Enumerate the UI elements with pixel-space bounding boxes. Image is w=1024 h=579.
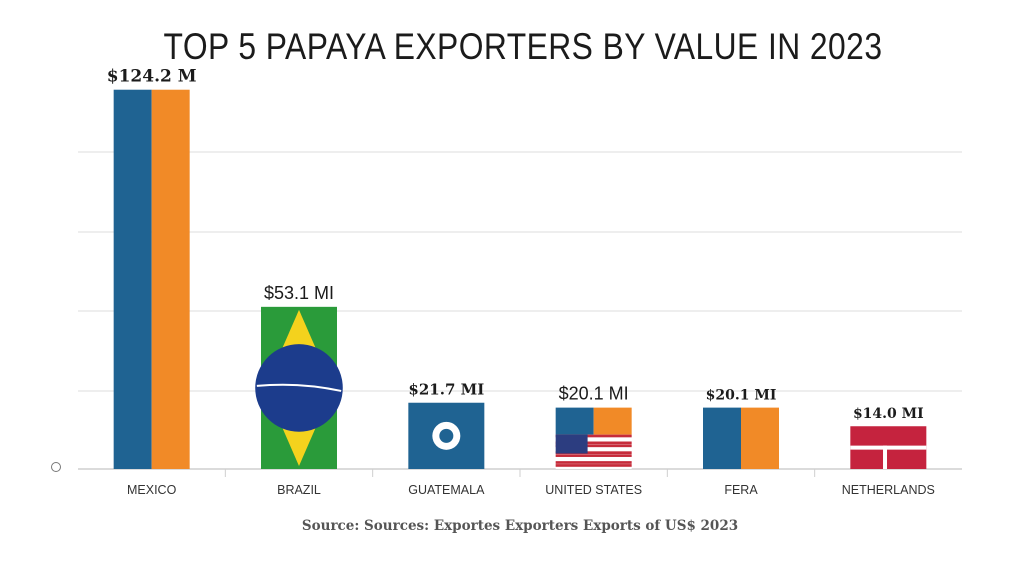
chart-title: TOP 5 PAPAYA EXPORTERS BY VALUE IN 2023	[163, 26, 883, 67]
bar-brazil-flag-globe	[255, 344, 343, 432]
bar-united-states-flag-stripe-5	[555, 461, 632, 464]
data-label-united-states: $20.1 MI	[559, 384, 629, 404]
bar-united-states-flag-stripe-6	[555, 464, 632, 467]
data-label-fera: $20.1 MI	[706, 388, 777, 404]
bar-united-states-flag-stripe-2	[555, 444, 632, 448]
bar-united-states-flag-canton	[555, 434, 588, 454]
category-label-fera: FERA	[724, 483, 758, 497]
source-note: Source: Sources: Exportes Exporters Expo…	[301, 518, 739, 534]
data-label-mexico: $124.2 M	[107, 67, 197, 87]
category-label-guatemala: GUATEMALA	[408, 483, 485, 497]
category-label-netherlands: NETHERLANDS	[842, 483, 935, 497]
bar-netherlands-flag-cross-h	[850, 445, 927, 450]
category-label-brazil: BRAZIL	[277, 483, 321, 497]
bar-mexico-orange-half	[151, 89, 190, 469]
bar-fera-blue-half	[703, 407, 741, 469]
bar-mexico-blue-half	[113, 89, 152, 469]
bar-united-states-flag-stripe-1	[555, 441, 632, 445]
data-label-guatemala: $21.7 MI	[408, 381, 484, 399]
category-label-mexico: MEXICO	[127, 483, 177, 497]
bar-united-states-blue-half	[555, 407, 594, 435]
bar-united-states-orange-half	[593, 407, 632, 435]
data-label-brazil: $53.1 MI	[264, 283, 334, 303]
bar-fera-orange-half	[741, 407, 779, 469]
data-label-netherlands: $14.0 MI	[853, 406, 924, 422]
bar-united-states-flag-stripe-4	[555, 454, 632, 457]
bar-united-states-flag-stripe-3	[555, 451, 632, 455]
bar-guatemala-flag-ring-center	[439, 428, 454, 443]
bar-brazil-flag-band	[256, 383, 342, 392]
axis-origin-marker	[51, 462, 61, 472]
bar-united-states-flag-stripe-0	[555, 434, 632, 438]
bar-netherlands-flag-cross-v	[883, 445, 888, 469]
category-label-united-states: UNITED STATES	[545, 483, 642, 497]
